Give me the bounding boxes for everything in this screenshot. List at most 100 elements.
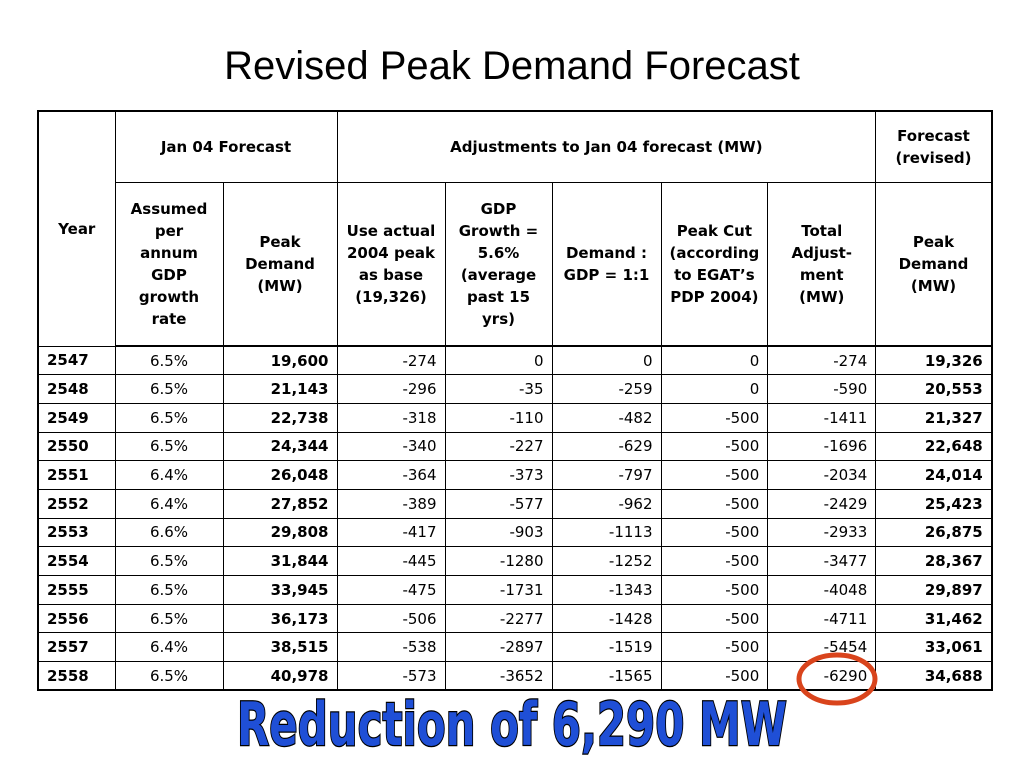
row-peak-cut: -500 — [660, 632, 769, 663]
row-gdp-rate: 6.4% — [114, 460, 224, 490]
highlight-circle — [796, 652, 878, 706]
row-peak-cut: -500 — [660, 603, 769, 634]
row-year: 2548 — [37, 374, 116, 404]
row-peak-cut: -500 — [660, 546, 769, 576]
row-demand-gdp: -1428 — [551, 603, 662, 634]
row-total-adjustment: -2034 — [767, 460, 877, 490]
row-peak-cut: -500 — [660, 517, 769, 548]
row-use-actual: -389 — [336, 488, 446, 519]
row-total-adjustment: -3477 — [767, 546, 877, 576]
adjustments-header: Adjustments to Jan 04 forecast (MW) — [336, 110, 877, 183]
row-year: 2552 — [37, 488, 116, 519]
row-peak-demand-revised: 20,553 — [875, 374, 993, 404]
row-gdp-rate: 6.6% — [114, 517, 224, 548]
row-year: 2547 — [37, 345, 116, 376]
row-peak-cut: -500 — [660, 460, 769, 490]
row-use-actual: -296 — [336, 374, 446, 404]
row-peak-demand-revised: 25,423 — [875, 488, 993, 519]
row-total-adjustment: -1696 — [767, 431, 877, 462]
row-gdp-growth: -2897 — [444, 632, 553, 663]
row-gdp-growth: -373 — [444, 460, 553, 490]
row-peak-cut: -500 — [660, 488, 769, 519]
forecast-table: Year Jan 04 Forecast Adjustments to Jan … — [37, 110, 993, 692]
peak-demand-jan04-header: Peak Demand (MW) — [222, 182, 338, 347]
reduction-callout: Reduction of 6,290 MW — [0, 690, 1024, 764]
row-peak-demand-revised: 24,014 — [875, 460, 993, 490]
row-demand-gdp: -962 — [551, 488, 662, 519]
row-year: 2553 — [37, 517, 116, 548]
row-peak-demand-jan04: 31,844 — [222, 546, 338, 576]
row-use-actual: -318 — [336, 402, 446, 433]
row-use-actual: -417 — [336, 517, 446, 548]
peak-cut-header: Peak Cut (according to EGAT’s PDP 2004) — [660, 182, 769, 347]
row-demand-gdp: -797 — [551, 460, 662, 490]
row-gdp-growth: -1280 — [444, 546, 553, 576]
row-peak-demand-jan04: 27,852 — [222, 488, 338, 519]
row-peak-demand-jan04: 40,978 — [222, 661, 338, 691]
row-peak-cut: -500 — [660, 661, 769, 691]
peak-demand-revised-header: Peak Demand (MW) — [875, 182, 993, 347]
row-total-adjustment: -274 — [767, 345, 877, 376]
gdp-rate-header: Assumed per annum GDP growth rate — [114, 182, 224, 347]
row-demand-gdp: -1343 — [551, 575, 662, 605]
row-peak-cut: 0 — [660, 374, 769, 404]
use-actual-header: Use actual 2004 peak as base (19,326) — [336, 182, 446, 347]
row-peak-demand-jan04: 38,515 — [222, 632, 338, 663]
row-gdp-rate: 6.5% — [114, 546, 224, 576]
slide-title: Revised Peak Demand Forecast — [224, 44, 800, 88]
row-gdp-growth: -577 — [444, 488, 553, 519]
table-row: 2557 6.4% 38,515 -538 -2897 -1519 -500 -5454 33,… — [37, 632, 993, 663]
table-row: 2547 6.5% 19,600 -274 0 0 0 -274 19,326 — [37, 345, 993, 376]
row-demand-gdp: -1519 — [551, 632, 662, 663]
row-demand-gdp: -1565 — [551, 661, 662, 691]
table-row: 2558 6.5% 40,978 -573 -3652 -1565 -500 -6290 34,… — [37, 661, 993, 691]
row-year: 2556 — [37, 603, 116, 634]
row-peak-demand-revised: 22,648 — [875, 431, 993, 462]
row-demand-gdp: -1113 — [551, 517, 662, 548]
row-peak-demand-jan04: 29,808 — [222, 517, 338, 548]
row-peak-demand-jan04: 22,738 — [222, 402, 338, 433]
row-use-actual: -475 — [336, 575, 446, 605]
row-gdp-rate: 6.5% — [114, 661, 224, 691]
row-demand-gdp: -1252 — [551, 546, 662, 576]
row-year: 2549 — [37, 402, 116, 433]
row-peak-demand-jan04: 26,048 — [222, 460, 338, 490]
total-adjustment-header: Total Adjust-ment (MW) — [767, 182, 877, 347]
jan04-forecast-header: Jan 04 Forecast — [114, 110, 338, 183]
row-peak-demand-revised: 28,367 — [875, 546, 993, 576]
row-peak-demand-jan04: 33,945 — [222, 575, 338, 605]
row-peak-cut: -500 — [660, 575, 769, 605]
row-total-adjustment: -4711 — [767, 603, 877, 634]
table-row: 2554 6.5% 31,844 -445 -1280 -1252 -500 -3477 28,… — [37, 546, 993, 576]
row-gdp-rate: 6.5% — [114, 431, 224, 462]
row-peak-demand-revised: 31,462 — [875, 603, 993, 634]
row-peak-demand-revised: 29,897 — [875, 575, 993, 605]
row-gdp-growth: -903 — [444, 517, 553, 548]
row-peak-demand-revised: 34,688 — [875, 661, 993, 691]
row-use-actual: -340 — [336, 431, 446, 462]
row-total-adjustment: -6290 — [767, 661, 877, 691]
row-gdp-growth: -227 — [444, 431, 553, 462]
row-peak-cut: -500 — [660, 431, 769, 462]
row-gdp-growth: 0 — [444, 345, 553, 376]
row-gdp-rate: 6.4% — [114, 632, 224, 663]
row-year: 2554 — [37, 546, 116, 576]
table-row: 2548 6.5% 21,143 -296 -35 -259 0 -590 20,553 — [37, 374, 993, 404]
row-total-adjustment: -2933 — [767, 517, 877, 548]
row-peak-demand-revised: 33,061 — [875, 632, 993, 663]
table-row: 2550 6.5% 24,344 -340 -227 -629 -500 -1696 22,64… — [37, 431, 993, 462]
row-gdp-rate: 6.5% — [114, 575, 224, 605]
row-use-actual: -274 — [336, 345, 446, 376]
row-peak-demand-jan04: 21,143 — [222, 374, 338, 404]
row-peak-demand-jan04: 19,600 — [222, 345, 338, 376]
row-year: 2558 — [37, 661, 116, 691]
row-gdp-growth: -2277 — [444, 603, 553, 634]
row-year: 2551 — [37, 460, 116, 490]
row-year: 2550 — [37, 431, 116, 462]
row-peak-demand-jan04: 24,344 — [222, 431, 338, 462]
table-row: 2551 6.4% 26,048 -364 -373 -797 -500 -2034 24,01… — [37, 460, 993, 490]
row-gdp-rate: 6.5% — [114, 402, 224, 433]
row-demand-gdp: -482 — [551, 402, 662, 433]
row-gdp-rate: 6.4% — [114, 488, 224, 519]
row-use-actual: -573 — [336, 661, 446, 691]
